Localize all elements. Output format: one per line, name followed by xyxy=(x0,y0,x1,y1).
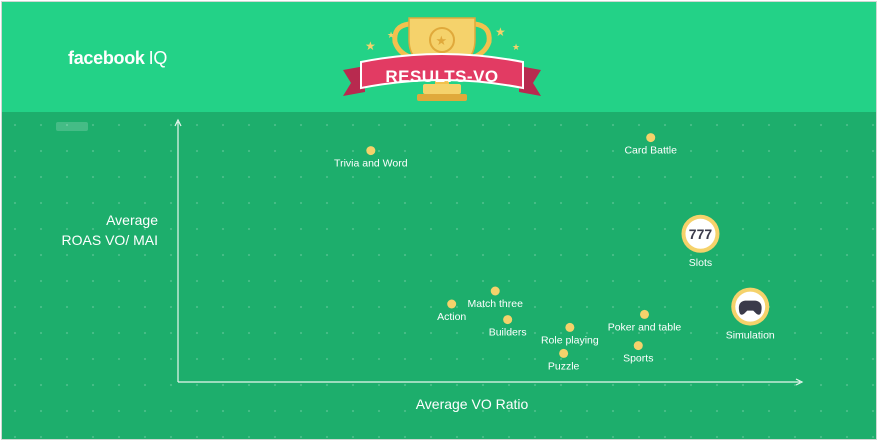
brand-suffix: IQ xyxy=(148,48,168,68)
point-label: Match three xyxy=(467,298,523,310)
y-axis-label: Average ROAS VO/ MAI xyxy=(42,210,158,250)
point-marker xyxy=(366,146,376,156)
point-label: Slots xyxy=(689,257,712,269)
trophy-banner: ★ ★ ★ ★ ★ RESULTS-VO xyxy=(337,10,547,110)
point-marker xyxy=(646,133,656,143)
corner-tag xyxy=(56,122,88,131)
point-label: Card Battle xyxy=(624,145,677,157)
point-builders: Builders xyxy=(489,315,527,339)
point-marker xyxy=(559,348,569,358)
point-sports: Sports xyxy=(623,341,653,365)
y-axis-label-line1: Average xyxy=(106,212,158,228)
banner-text: RESULTS-VO xyxy=(385,67,498,86)
point-action: Action xyxy=(437,299,466,323)
point-card-battle: Card Battle xyxy=(624,133,677,157)
slots-icon: 777 xyxy=(681,214,720,253)
y-axis-label-line2: ROAS VO/ MAI xyxy=(61,232,158,248)
brand-name: facebook xyxy=(68,48,145,68)
point-marker xyxy=(633,341,643,351)
x-axis-arrow xyxy=(795,378,804,386)
svg-text:★: ★ xyxy=(512,43,520,53)
point-label: Action xyxy=(437,311,466,323)
point-slots: 777 Slots xyxy=(681,214,720,269)
point-marker xyxy=(490,286,500,296)
header: facebook IQ ★ ★ ★ ★ ★ xyxy=(2,2,876,113)
point-marker xyxy=(565,322,575,332)
y-axis-arrow xyxy=(174,118,182,127)
point-label: Poker and table xyxy=(608,321,682,333)
point-label: Role playing xyxy=(541,334,599,346)
point-puzzle: Puzzle xyxy=(548,348,580,372)
svg-text:★: ★ xyxy=(387,31,395,41)
svg-text:★: ★ xyxy=(365,39,376,53)
svg-text:777: 777 xyxy=(689,226,713,242)
points-layer: Trivia and Word Card Battle 777 Slots Match … xyxy=(334,133,775,372)
point-match-three: Match three xyxy=(467,286,523,310)
point-role-playing: Role playing xyxy=(541,322,599,346)
point-trivia-and-word: Trivia and Word xyxy=(334,146,408,170)
point-label: Puzzle xyxy=(548,360,580,372)
point-poker-and-table: Poker and table xyxy=(608,309,682,333)
chart-area xyxy=(2,112,876,439)
x-axis-label: Average VO Ratio xyxy=(415,396,529,412)
point-label: Trivia and Word xyxy=(334,158,408,170)
gamepad-icon xyxy=(731,287,770,326)
point-label: Sports xyxy=(623,353,653,365)
svg-text:★: ★ xyxy=(436,34,448,49)
svg-text:★: ★ xyxy=(495,25,506,39)
trophy-icon: ★ ★ ★ ★ ★ RESULTS-VO xyxy=(343,17,541,101)
facebook-iq-logo: facebook IQ xyxy=(68,48,167,69)
point-label: Builders xyxy=(489,327,527,339)
point-label: Simulation xyxy=(726,330,775,342)
point-marker xyxy=(640,309,649,319)
point-marker xyxy=(447,299,457,309)
point-marker xyxy=(503,315,513,325)
point-simulation: Simulation xyxy=(726,287,775,342)
